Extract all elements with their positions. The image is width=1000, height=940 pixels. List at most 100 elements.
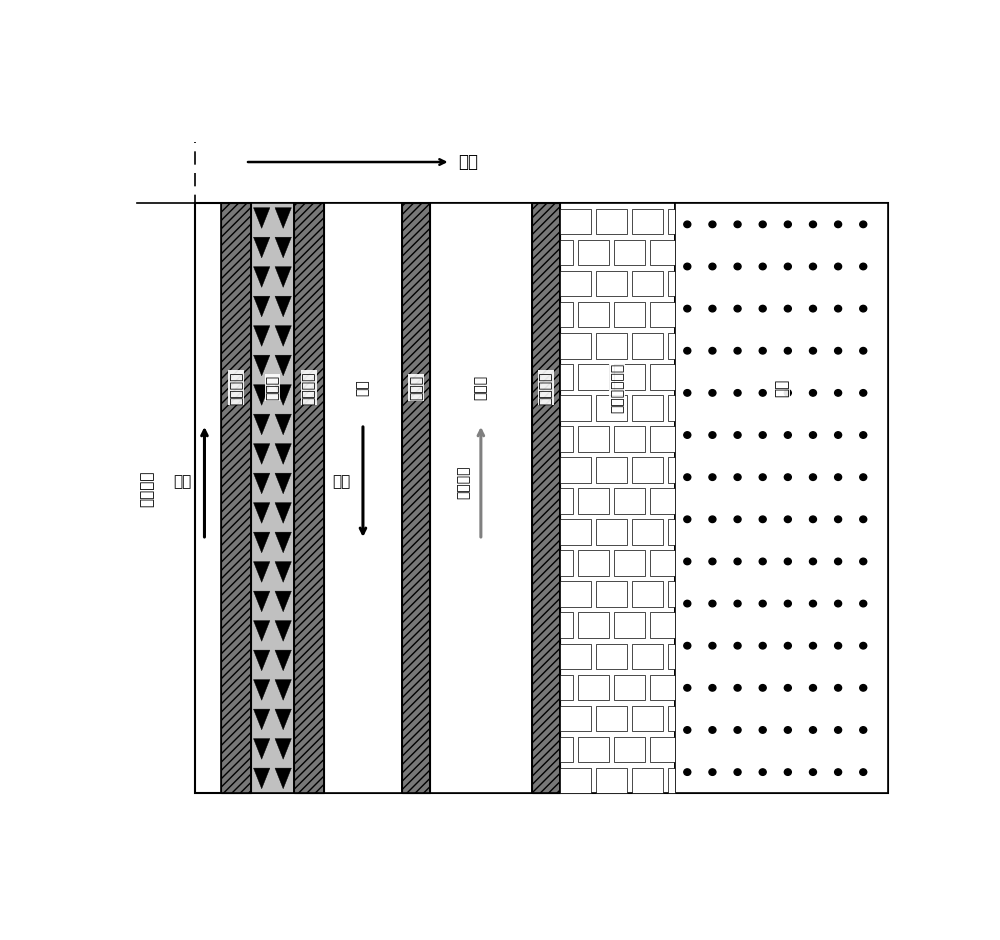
Bar: [578, 488, 609, 514]
Text: 内管外壁: 内管外壁: [302, 371, 316, 404]
Circle shape: [860, 684, 867, 691]
Bar: [430, 203, 532, 793]
Circle shape: [784, 431, 791, 438]
Circle shape: [759, 221, 766, 227]
Bar: [614, 675, 645, 700]
Polygon shape: [254, 650, 270, 671]
Bar: [596, 271, 627, 296]
Polygon shape: [254, 739, 270, 760]
Circle shape: [784, 348, 791, 354]
Text: 井筒管壁: 井筒管壁: [539, 371, 553, 404]
Bar: [596, 333, 627, 358]
Bar: [614, 240, 645, 265]
Circle shape: [809, 727, 816, 733]
Bar: [560, 240, 573, 265]
Circle shape: [835, 263, 842, 270]
Bar: [221, 203, 251, 793]
Text: 生产井: 生产井: [474, 375, 488, 400]
Bar: [614, 426, 645, 451]
Circle shape: [860, 769, 867, 776]
Circle shape: [759, 263, 766, 270]
Polygon shape: [254, 325, 270, 346]
Circle shape: [784, 516, 791, 523]
Bar: [560, 488, 573, 514]
Bar: [650, 737, 675, 762]
Bar: [596, 457, 627, 483]
Bar: [402, 203, 430, 793]
Polygon shape: [254, 444, 270, 464]
Bar: [532, 203, 560, 793]
Circle shape: [684, 389, 691, 396]
Circle shape: [835, 431, 842, 438]
Polygon shape: [275, 208, 291, 228]
Circle shape: [860, 221, 867, 227]
Circle shape: [684, 642, 691, 649]
Circle shape: [734, 306, 741, 312]
Bar: [560, 613, 573, 638]
Circle shape: [809, 769, 816, 776]
Circle shape: [734, 642, 741, 649]
Circle shape: [759, 348, 766, 354]
Text: 外管壁: 外管壁: [409, 375, 423, 400]
Circle shape: [835, 221, 842, 227]
Polygon shape: [275, 739, 291, 760]
Text: 径向: 径向: [458, 153, 478, 171]
Bar: [402, 203, 430, 793]
Bar: [668, 395, 675, 420]
Polygon shape: [275, 355, 291, 376]
Text: 井筒混凝土层: 井筒混凝土层: [610, 363, 624, 413]
Text: 地层: 地层: [774, 379, 789, 397]
Polygon shape: [254, 561, 270, 582]
Circle shape: [734, 348, 741, 354]
Circle shape: [835, 389, 842, 396]
Polygon shape: [275, 768, 291, 789]
Bar: [632, 271, 663, 296]
Bar: [324, 203, 402, 793]
Bar: [650, 364, 675, 389]
Circle shape: [784, 684, 791, 691]
Bar: [632, 333, 663, 358]
Circle shape: [759, 601, 766, 607]
Polygon shape: [275, 680, 291, 700]
Circle shape: [835, 306, 842, 312]
Bar: [596, 644, 627, 669]
Polygon shape: [275, 709, 291, 729]
Bar: [578, 302, 609, 327]
Bar: [560, 519, 591, 545]
Bar: [560, 333, 591, 358]
Circle shape: [759, 389, 766, 396]
Circle shape: [734, 263, 741, 270]
Bar: [251, 203, 294, 793]
Circle shape: [860, 516, 867, 523]
Circle shape: [684, 727, 691, 733]
Polygon shape: [275, 444, 291, 464]
Circle shape: [684, 263, 691, 270]
Text: 工质: 工质: [174, 475, 192, 490]
Circle shape: [809, 306, 816, 312]
Circle shape: [759, 684, 766, 691]
Bar: [632, 644, 663, 669]
Polygon shape: [254, 680, 270, 700]
Circle shape: [709, 727, 716, 733]
Circle shape: [709, 431, 716, 438]
Bar: [668, 209, 675, 234]
Polygon shape: [275, 503, 291, 524]
Circle shape: [709, 769, 716, 776]
Bar: [578, 613, 609, 638]
Circle shape: [835, 727, 842, 733]
Circle shape: [784, 221, 791, 227]
Bar: [632, 706, 663, 731]
Circle shape: [684, 431, 691, 438]
Circle shape: [709, 601, 716, 607]
Circle shape: [684, 601, 691, 607]
Polygon shape: [275, 532, 291, 553]
Polygon shape: [275, 473, 291, 494]
Circle shape: [684, 348, 691, 354]
Bar: [596, 706, 627, 731]
Bar: [560, 203, 675, 793]
Bar: [650, 675, 675, 700]
Bar: [650, 551, 675, 576]
Circle shape: [734, 558, 741, 565]
Bar: [560, 737, 573, 762]
Circle shape: [784, 642, 791, 649]
